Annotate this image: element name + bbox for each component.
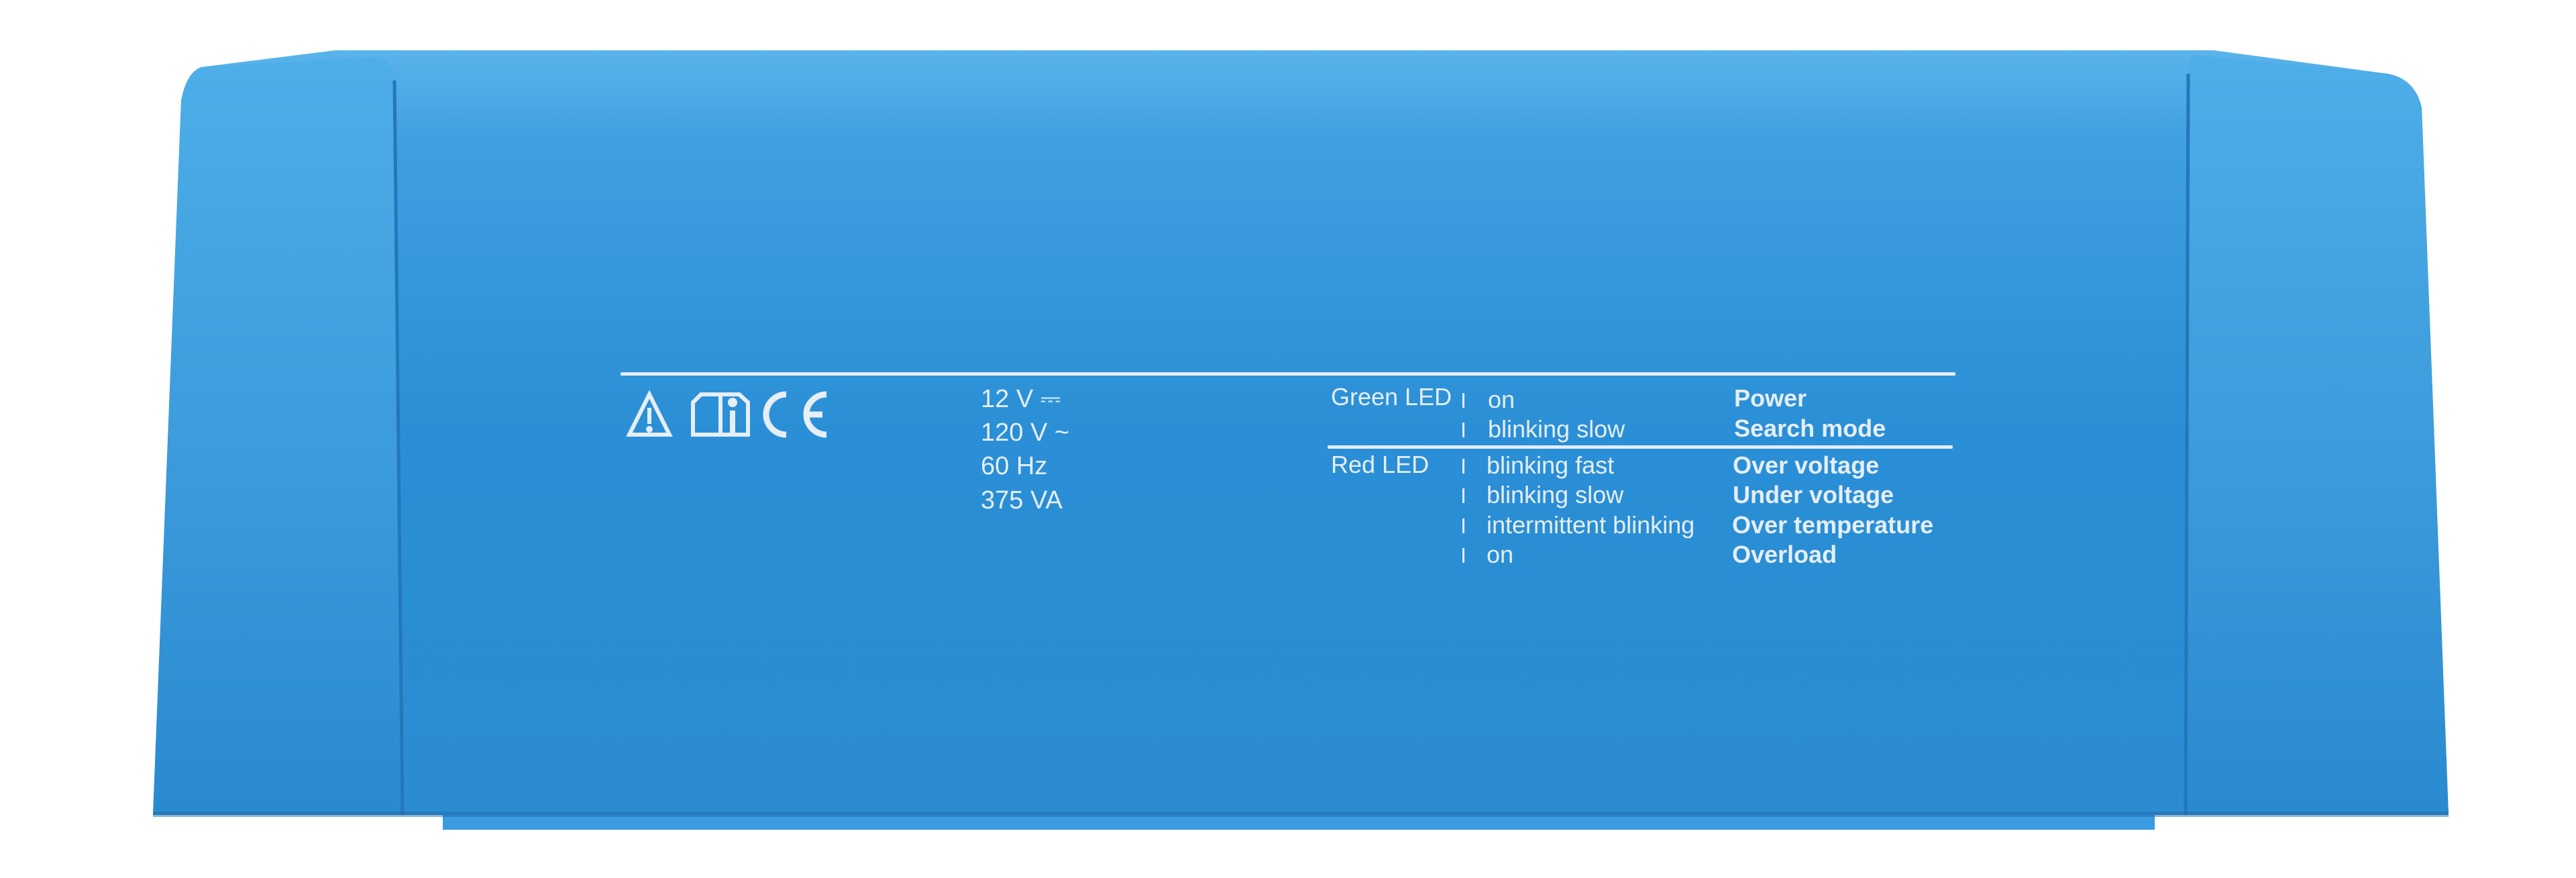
bullet bbox=[1462, 488, 1464, 503]
led-meaning: Over voltage bbox=[1733, 451, 1880, 479]
green-led-label: Green LED bbox=[1331, 383, 1452, 410]
ce-mark-icon bbox=[763, 391, 827, 438]
bullet bbox=[1462, 423, 1464, 437]
bullet bbox=[1462, 548, 1464, 563]
led-meaning: Over temperature bbox=[1732, 511, 1934, 539]
led-meaning: Under voltage bbox=[1733, 481, 1894, 508]
bullet bbox=[1462, 518, 1464, 533]
led-meaning: Search mode bbox=[1734, 415, 1886, 442]
warning-triangle-icon bbox=[626, 390, 673, 437]
read-manual-icon bbox=[691, 392, 750, 437]
led-meaning: Overload bbox=[1732, 541, 1837, 568]
led-divider-rule bbox=[1328, 445, 1953, 449]
bullet bbox=[1462, 393, 1464, 408]
bullet bbox=[1462, 459, 1464, 474]
spec-dc-voltage: 12 V ⎓ bbox=[981, 385, 1061, 413]
label-top-rule bbox=[621, 372, 1955, 376]
end-cap-right bbox=[2186, 55, 2449, 815]
spec-frequency: 60 Hz bbox=[981, 452, 1048, 480]
led-state: blinking fast bbox=[1487, 451, 1615, 479]
led-state: blinking slow bbox=[1487, 481, 1624, 508]
red-led-label: Red LED bbox=[1331, 451, 1430, 478]
led-state: intermittent blinking bbox=[1487, 511, 1695, 539]
led-state: on bbox=[1488, 386, 1515, 413]
spec-ac-voltage: 120 V ~ bbox=[981, 419, 1070, 447]
end-cap-left bbox=[153, 57, 402, 815]
led-meaning: Power bbox=[1734, 384, 1807, 412]
spec-power: 375 VA bbox=[981, 486, 1063, 514]
led-state: on bbox=[1487, 541, 1514, 568]
led-state: blinking slow bbox=[1488, 415, 1625, 443]
